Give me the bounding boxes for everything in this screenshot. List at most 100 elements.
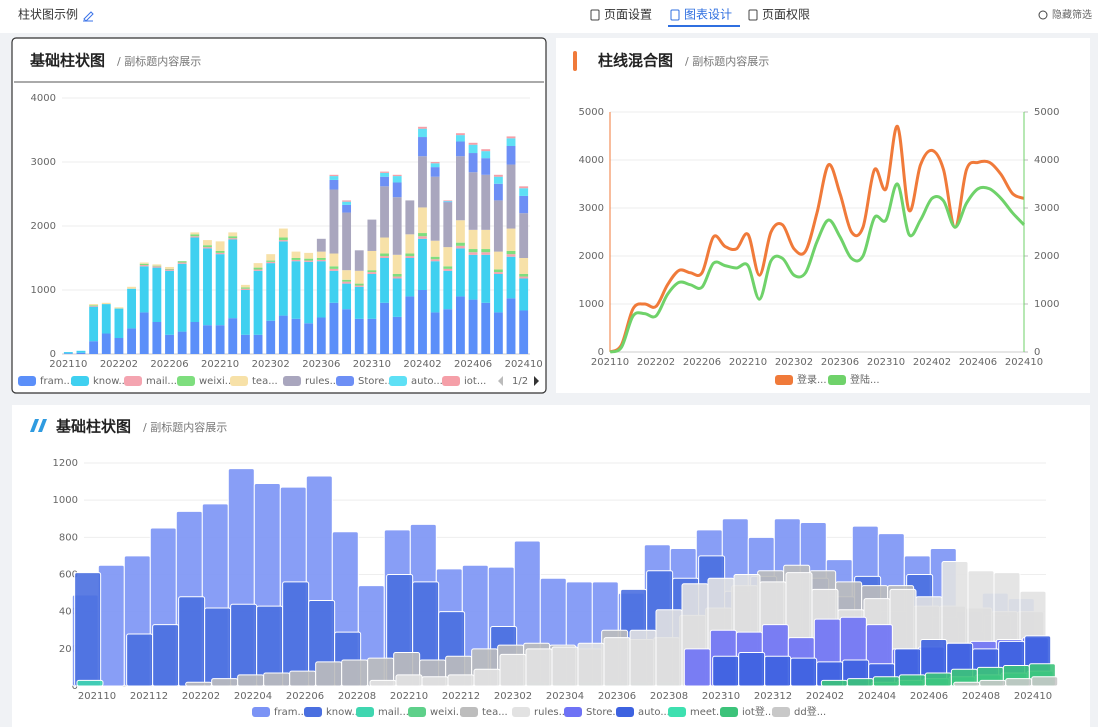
bar bbox=[577, 642, 605, 687]
tab[interactable]: 页面权限 bbox=[762, 8, 810, 22]
legend-label[interactable]: know... bbox=[93, 376, 128, 387]
x-tick-label: 202410 bbox=[505, 359, 543, 370]
legend-label[interactable]: dd登... bbox=[794, 705, 826, 718]
legend-label[interactable]: iot登... bbox=[742, 705, 774, 718]
bar-segment bbox=[430, 162, 440, 164]
legend-label[interactable]: fram... bbox=[40, 376, 73, 387]
bar-segment bbox=[443, 309, 453, 354]
legend-label[interactable]: Store... bbox=[358, 376, 394, 387]
bar-segment bbox=[468, 153, 478, 173]
y2-tick-label: 3000 bbox=[1034, 203, 1059, 214]
bar-segment bbox=[493, 274, 503, 313]
bar bbox=[820, 679, 848, 687]
edit-icon[interactable] bbox=[83, 11, 94, 22]
legend-swatch bbox=[389, 376, 407, 386]
bar-segment bbox=[380, 302, 389, 354]
legend-label[interactable]: rules... bbox=[534, 707, 568, 718]
bar-segment bbox=[114, 308, 124, 338]
bar-segment bbox=[139, 263, 149, 266]
bar bbox=[979, 679, 1007, 687]
bar-segment bbox=[278, 237, 288, 241]
legend-label[interactable]: tea... bbox=[252, 376, 278, 387]
bar bbox=[924, 672, 952, 687]
x-tick-label: 202212 bbox=[442, 691, 480, 702]
bar-segment bbox=[456, 133, 465, 136]
pager-prev[interactable] bbox=[498, 376, 503, 386]
legend-label[interactable]: tea... bbox=[482, 707, 508, 718]
filter-toggle[interactable]: 隐藏筛选 bbox=[1052, 8, 1092, 21]
bar-segment bbox=[418, 233, 427, 237]
bar-segment bbox=[493, 269, 503, 273]
legend-swatch bbox=[304, 707, 322, 717]
bar bbox=[846, 678, 874, 687]
y-tick-label: 2000 bbox=[31, 221, 56, 232]
x-tick-label: 202408 bbox=[962, 691, 1000, 702]
tab[interactable]: 页面设置 bbox=[604, 8, 652, 22]
bar-segment bbox=[291, 318, 301, 354]
bar-segment bbox=[493, 200, 503, 252]
legend-label[interactable]: mail... bbox=[378, 707, 409, 718]
legend-swatch bbox=[124, 376, 142, 386]
y2-tick-label: 1000 bbox=[1034, 299, 1059, 310]
bar-segment bbox=[380, 256, 389, 258]
legend-label[interactable]: meet... bbox=[690, 707, 726, 718]
bar bbox=[655, 609, 683, 687]
bar-segment bbox=[430, 259, 440, 262]
legend-label[interactable]: rules... bbox=[305, 376, 339, 387]
bar-segment bbox=[506, 136, 516, 139]
bar bbox=[764, 655, 792, 687]
legend-swatch bbox=[283, 376, 301, 386]
bar-segment bbox=[405, 258, 415, 297]
bar-segment bbox=[456, 242, 465, 246]
bar-segment bbox=[519, 274, 529, 277]
bar-segment bbox=[114, 338, 124, 354]
pager-next[interactable] bbox=[534, 376, 539, 386]
legend-label[interactable]: 登陆... bbox=[850, 373, 880, 386]
tab[interactable]: 图表设计 bbox=[684, 8, 732, 22]
bar-segment bbox=[392, 316, 402, 354]
legend-swatch bbox=[772, 707, 790, 717]
bar-segment bbox=[101, 302, 111, 305]
bar-segment bbox=[430, 167, 440, 177]
bar bbox=[525, 648, 553, 687]
bar bbox=[421, 676, 449, 687]
bar-segment bbox=[215, 254, 225, 326]
bar-segment bbox=[127, 288, 136, 329]
legend-label[interactable]: weixi... bbox=[430, 707, 465, 718]
x-tick-label: 202202 bbox=[637, 357, 675, 368]
bar-segment bbox=[468, 252, 478, 255]
bar-segment bbox=[240, 290, 250, 335]
x-tick-label: 202406 bbox=[959, 357, 997, 368]
bar-segment bbox=[253, 269, 263, 271]
bar-segment bbox=[468, 172, 478, 230]
legend-label[interactable]: auto... bbox=[638, 707, 670, 718]
bar-segment bbox=[468, 299, 478, 354]
bar-segment bbox=[506, 254, 516, 257]
eye-icon bbox=[1038, 10, 1048, 20]
legend-label[interactable]: fram... bbox=[274, 707, 307, 718]
bar-segment bbox=[165, 269, 174, 271]
bar-segment bbox=[139, 265, 149, 267]
bar-segment bbox=[430, 312, 440, 354]
bar-segment bbox=[139, 266, 149, 313]
x-tick-label: 202202 bbox=[182, 691, 220, 702]
bar-segment bbox=[342, 204, 352, 213]
legend-label[interactable]: 登录... bbox=[797, 373, 827, 386]
x-tick-label: 202402 bbox=[913, 357, 951, 368]
bar-segment bbox=[392, 176, 402, 183]
bar-segment bbox=[203, 325, 212, 354]
legend-label[interactable]: auto... bbox=[411, 376, 443, 387]
legend-label[interactable]: mail... bbox=[146, 376, 177, 387]
bar-segment bbox=[481, 151, 491, 159]
legend-label[interactable]: iot... bbox=[464, 376, 486, 387]
bar-segment bbox=[203, 245, 212, 248]
legend-label[interactable]: Store... bbox=[586, 707, 622, 718]
bar-segment bbox=[481, 158, 491, 175]
bar-segment bbox=[405, 234, 415, 254]
bar bbox=[211, 678, 239, 687]
legend-label[interactable]: weixi... bbox=[199, 376, 234, 387]
legend-label[interactable]: know... bbox=[326, 707, 361, 718]
bar-segment bbox=[304, 260, 314, 262]
bar-segment bbox=[418, 156, 427, 208]
bar-segment bbox=[481, 254, 491, 303]
